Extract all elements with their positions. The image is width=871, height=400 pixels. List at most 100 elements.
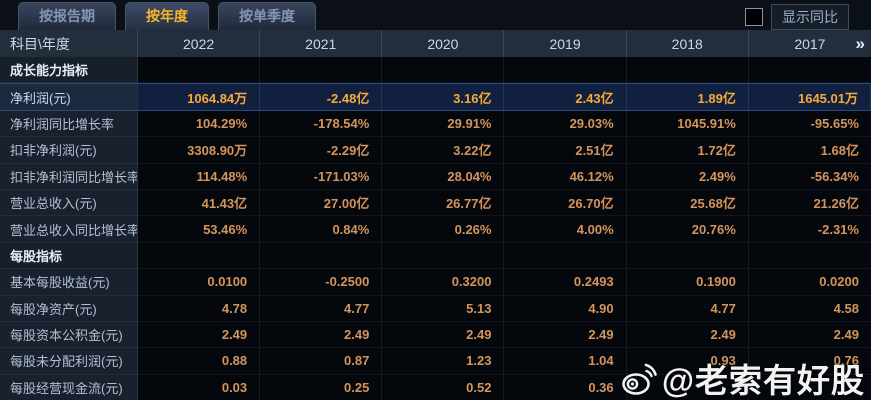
- value-cell: -56.34%: [748, 163, 871, 190]
- value-cell: 27.00亿: [260, 189, 383, 217]
- tab-bar: 按报告期 按年度 按单季度 显示同比: [0, 0, 871, 30]
- value-cell: 4.58: [748, 295, 871, 322]
- value-cell: 0.25: [260, 374, 383, 400]
- value-cell: -0.2500: [260, 269, 383, 296]
- value-cell: 4.77: [260, 295, 383, 322]
- section-header-row: 成长能力指标: [0, 57, 871, 84]
- row-label: 每股经营现金流(元): [0, 374, 138, 400]
- table-row[interactable]: 净利润同比增长率 104.29% -178.54% 29.91% 29.03% 1045.…: [0, 110, 871, 138]
- year-label: 2022: [183, 35, 215, 52]
- value-cell: -95.65%: [748, 110, 871, 138]
- year-header-2020: 2020: [382, 30, 505, 57]
- value-cell: [626, 374, 749, 400]
- table-body: 成长能力指标 净利润(元) 1064.84万 -2.48亿 3.16亿 2.43亿 1.89…: [0, 57, 871, 400]
- value-cell: 5.13: [382, 295, 505, 322]
- section-header-row: 每股指标: [0, 242, 871, 270]
- tab-report-period[interactable]: 按报告期: [18, 2, 116, 30]
- corner-header-cell: 科目\年度: [0, 30, 138, 57]
- year-header-2021: 2021: [260, 30, 383, 57]
- value-cell: 0.76: [748, 348, 871, 375]
- value-cell: [504, 242, 627, 270]
- value-cell: [138, 242, 261, 270]
- table-row[interactable]: 营业总收入同比增长率 53.46% 0.84% 0.26% 4.00% 20.76% -2.…: [0, 216, 871, 243]
- value-cell: 4.78: [138, 295, 261, 322]
- value-cell: 0.88: [138, 348, 261, 375]
- value-cell: 2.49: [382, 321, 505, 349]
- row-label: 净利润(元): [0, 84, 138, 110]
- value-cell: -2.48亿: [260, 84, 383, 110]
- value-cell: 0.26%: [382, 216, 505, 243]
- show-yoy-control: 显示同比: [745, 4, 849, 30]
- table-row[interactable]: 净利润(元) 1064.84万 -2.48亿 3.16亿 2.43亿 1.89亿 1645.…: [0, 83, 871, 111]
- table-row[interactable]: 基本每股收益(元) 0.0100 -0.2500 0.3200 0.2493 0.1900…: [0, 269, 871, 296]
- value-cell: 29.03%: [504, 110, 627, 138]
- value-cell: 1645.01万: [748, 84, 871, 110]
- year-header-2019: 2019: [504, 30, 627, 57]
- table-row[interactable]: 扣非净利润(元) 3308.90万 -2.29亿 3.22亿 2.51亿 1.72亿 1.6…: [0, 137, 871, 164]
- value-cell: 3308.90万: [138, 137, 261, 164]
- value-cell: -2.31%: [748, 216, 871, 243]
- year-header-2017: 2017 »: [749, 30, 871, 57]
- value-cell: 1.23: [382, 348, 505, 375]
- value-cell: 3.22亿: [382, 137, 505, 164]
- value-cell: 4.90: [504, 295, 627, 322]
- row-label: 扣非净利润(元): [0, 137, 138, 164]
- value-cell: 2.49: [260, 321, 383, 349]
- year-header-2018: 2018: [627, 30, 749, 57]
- value-cell: 2.49: [504, 321, 627, 349]
- show-yoy-label[interactable]: 显示同比: [771, 4, 849, 30]
- value-cell: 2.49: [138, 321, 261, 349]
- row-label: 每股资本公积金(元): [0, 321, 138, 349]
- row-label: 成长能力指标: [0, 57, 138, 84]
- table-row[interactable]: 每股未分配利润(元) 0.88 0.87 1.23 1.04 0.93 0.76: [0, 348, 871, 375]
- table-row[interactable]: 扣非净利润同比增长率 114.48% -171.03% 28.04% 46.12% 2.4…: [0, 163, 871, 190]
- value-cell: [748, 57, 871, 84]
- value-cell: 0.2493: [504, 269, 627, 296]
- value-cell: 1045.91%: [626, 110, 749, 138]
- value-cell: [748, 374, 871, 400]
- value-cell: 41.43亿: [138, 189, 261, 217]
- value-cell: 0.84%: [260, 216, 383, 243]
- value-cell: 1.68亿: [748, 137, 871, 164]
- value-cell: 0.0200: [748, 269, 871, 296]
- value-cell: 2.49%: [626, 163, 749, 190]
- value-cell: [382, 57, 505, 84]
- value-cell: -2.29亿: [260, 137, 383, 164]
- value-cell: 26.70亿: [504, 189, 627, 217]
- table-row[interactable]: 每股经营现金流(元) 0.03 0.25 0.52 0.36: [0, 374, 871, 400]
- value-cell: 2.49: [748, 321, 871, 349]
- tab-by-year[interactable]: 按年度: [125, 2, 209, 30]
- value-cell: [382, 242, 505, 270]
- value-cell: 26.77亿: [382, 189, 505, 217]
- more-columns-chevron-icon[interactable]: »: [855, 33, 866, 53]
- row-label: 每股指标: [0, 242, 138, 270]
- row-label: 基本每股收益(元): [0, 269, 138, 296]
- value-cell: [626, 242, 749, 270]
- show-yoy-checkbox[interactable]: [745, 8, 763, 26]
- value-cell: [504, 57, 627, 84]
- table-row[interactable]: 营业总收入(元) 41.43亿 27.00亿 26.77亿 26.70亿 25.68亿 21…: [0, 189, 871, 217]
- value-cell: 1.72亿: [626, 137, 749, 164]
- row-label: 每股未分配利润(元): [0, 348, 138, 375]
- value-cell: 2.43亿: [504, 84, 627, 110]
- value-cell: 0.36: [504, 374, 627, 400]
- table-row[interactable]: 每股净资产(元) 4.78 4.77 5.13 4.90 4.77 4.58: [0, 295, 871, 322]
- year-label: 2019: [549, 35, 581, 52]
- value-cell: 104.29%: [138, 110, 261, 138]
- table-row[interactable]: 每股资本公积金(元) 2.49 2.49 2.49 2.49 2.49 2.49: [0, 321, 871, 349]
- value-cell: 1.89亿: [626, 84, 749, 110]
- year-label: 2017: [794, 35, 826, 52]
- value-cell: [748, 242, 871, 270]
- value-cell: -178.54%: [260, 110, 383, 138]
- value-cell: 21.26亿: [748, 189, 871, 217]
- value-cell: 0.3200: [382, 269, 505, 296]
- value-cell: [138, 57, 261, 84]
- value-cell: 46.12%: [504, 163, 627, 190]
- tab-single-quarter[interactable]: 按单季度: [218, 2, 316, 30]
- value-cell: [260, 242, 383, 270]
- value-cell: 0.87: [260, 348, 383, 375]
- value-cell: 0.93: [626, 348, 749, 375]
- value-cell: 0.03: [138, 374, 261, 400]
- year-label: 2020: [427, 35, 459, 52]
- value-cell: 2.51亿: [504, 137, 627, 164]
